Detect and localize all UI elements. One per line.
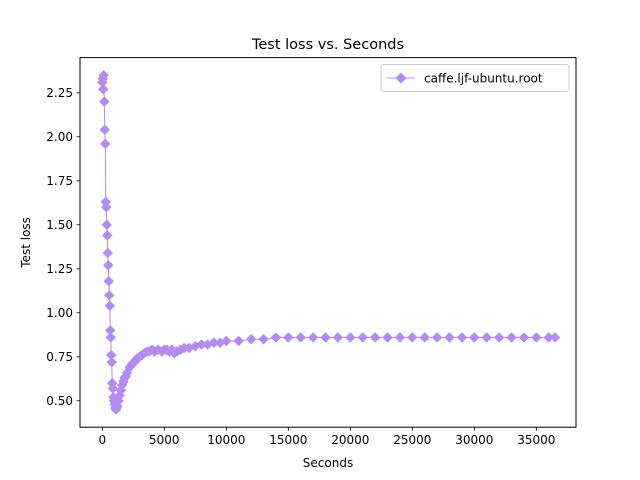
data-point-marker: [419, 332, 431, 343]
data-point-marker: [258, 333, 269, 345]
y-tick-label: 0.75: [46, 350, 73, 364]
data-point-marker: [344, 332, 356, 343]
data-point-marker: [357, 332, 369, 343]
y-tick-label: 1.75: [46, 174, 73, 188]
x-tick-label: 25000: [393, 433, 431, 447]
data-point-marker: [97, 83, 109, 95]
data-point-marker: [332, 332, 344, 343]
data-point-marker: [444, 332, 455, 343]
data-point-marker: [456, 332, 468, 343]
x-tick-label: 0: [98, 433, 106, 447]
data-point-marker: [233, 335, 245, 347]
data-point-marker: [549, 332, 561, 343]
data-point-marker: [106, 356, 118, 368]
data-point-marker: [99, 124, 111, 136]
data-point-marker: [394, 332, 406, 343]
data-point-marker: [282, 332, 294, 343]
y-tick-label: 0.50: [46, 394, 73, 408]
legend-diamond-marker: [395, 72, 407, 84]
data-point-marker: [468, 332, 480, 343]
y-tick-label: 1.00: [46, 306, 73, 320]
data-point-marker: [530, 332, 542, 343]
data-point-marker: [431, 332, 443, 343]
data-point-marker: [270, 332, 282, 343]
legend-label: caffe.ljf-ubuntu.root: [424, 72, 543, 86]
y-tick-label: 1.50: [46, 218, 73, 232]
data-point-marker: [101, 219, 113, 231]
data-point-marker: [101, 230, 113, 241]
y-tick-label: 1.25: [46, 262, 73, 276]
data-point-marker: [369, 332, 381, 343]
data-point-marker: [295, 332, 307, 343]
y-tick-label: 2.00: [46, 130, 73, 144]
legend: caffe.ljf-ubuntu.root: [380, 64, 570, 92]
y-tick-label: 2.25: [46, 86, 73, 100]
x-tick-label: 35000: [517, 433, 555, 447]
x-axis-title: Seconds: [303, 456, 353, 470]
y-axis: 0.50 0.75 1.00 1.25 1.50 1.75 2.00 2.25: [46, 86, 80, 408]
x-tick-label: 30000: [455, 433, 493, 447]
data-point-marker: [320, 332, 331, 343]
data-point-marker: [102, 247, 114, 259]
x-axis: 0 5000 10000 15000 20000 25000 30000 35000: [98, 427, 555, 447]
plot-area: [96, 69, 561, 415]
data-point-marker: [406, 332, 418, 343]
legend-box: [380, 64, 570, 92]
plot-frame: [79, 57, 577, 428]
y-axis-title: Test loss: [19, 217, 33, 269]
data-point-marker: [103, 275, 115, 287]
data-point-marker: [98, 69, 110, 81]
data-point-marker: [481, 332, 493, 343]
x-tick-label: 20000: [331, 433, 369, 447]
data-point-marker: [506, 332, 517, 343]
data-point-marker: [99, 138, 111, 150]
data-point-marker: [103, 289, 115, 301]
data-point-marker: [100, 201, 112, 213]
x-tick-label: 15000: [269, 433, 307, 447]
data-point-marker: [220, 335, 232, 347]
data-point-marker: [307, 332, 319, 343]
x-tick-label: 10000: [207, 433, 245, 447]
data-point-marker: [105, 332, 117, 343]
data-point-marker: [245, 333, 257, 345]
data-point-marker: [102, 259, 114, 271]
data-point-marker: [98, 96, 110, 107]
data-point-marker: [382, 332, 393, 343]
data-point-marker: [104, 300, 116, 312]
data-point-marker: [518, 332, 530, 343]
data-point-marker: [493, 332, 505, 343]
x-tick-label: 5000: [149, 433, 180, 447]
chart-title: Test loss vs. Seconds: [251, 37, 404, 53]
